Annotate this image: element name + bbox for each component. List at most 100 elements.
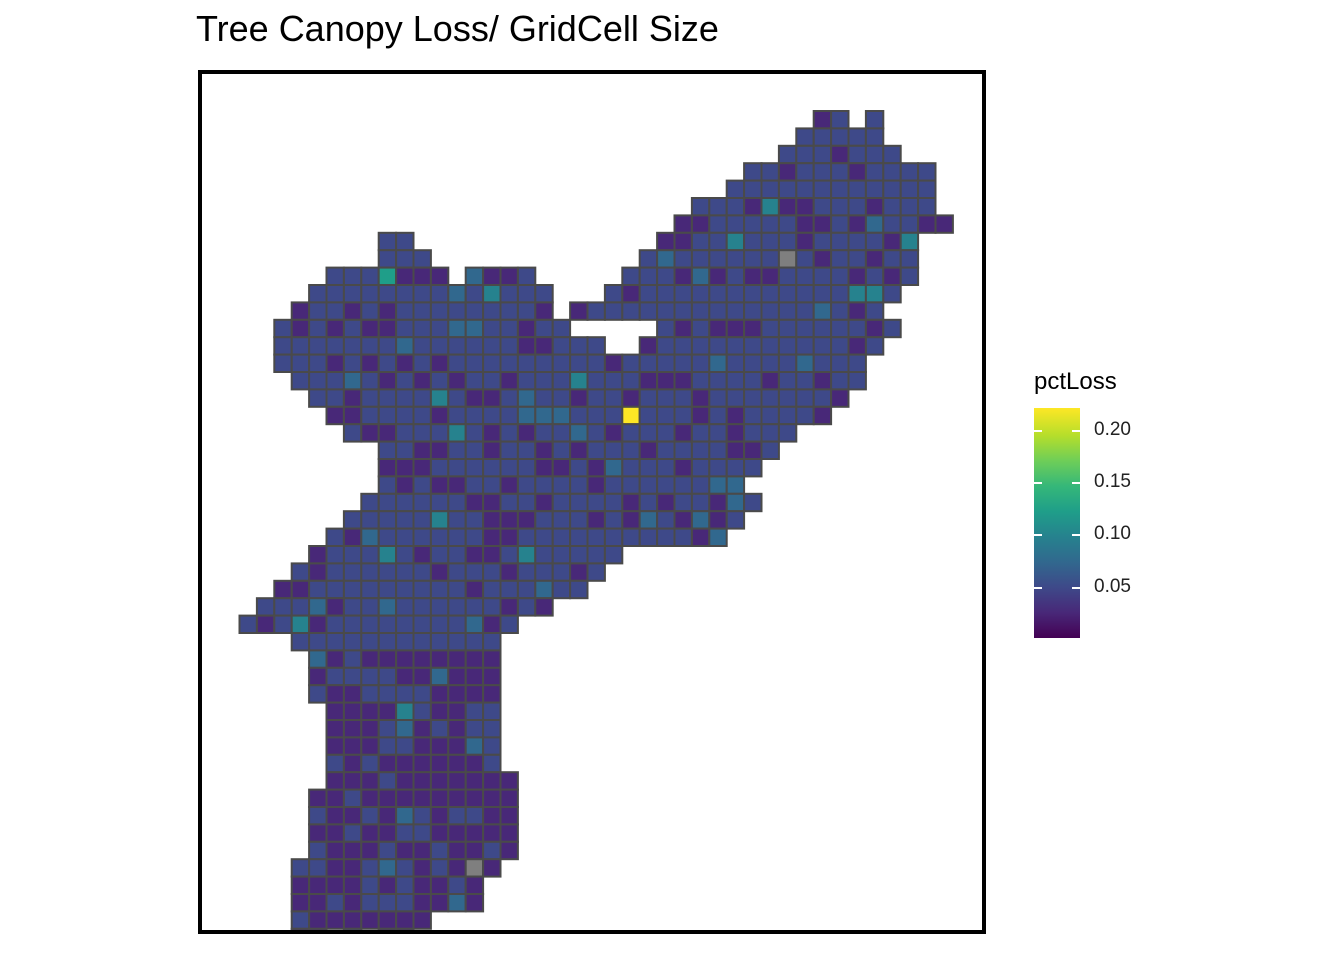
grid-cell xyxy=(325,893,345,913)
grid-cell xyxy=(603,423,624,443)
grid-cell xyxy=(447,527,467,548)
grid-cell xyxy=(673,510,693,530)
grid-cell xyxy=(725,475,746,495)
grid-cell xyxy=(569,492,589,513)
grid-cell xyxy=(760,162,780,182)
grid-cell xyxy=(777,301,798,321)
grid-cell xyxy=(499,440,519,461)
grid-cell xyxy=(395,823,415,843)
grid-cell xyxy=(760,214,780,234)
grid-cell xyxy=(673,249,693,269)
grid-cell xyxy=(656,284,676,304)
grid-cell xyxy=(482,649,502,669)
grid-cell xyxy=(812,162,833,182)
grid-cell xyxy=(482,840,502,861)
grid-cell xyxy=(795,127,815,147)
grid-cell xyxy=(464,632,485,652)
grid-cell xyxy=(777,318,798,339)
grid-cell xyxy=(308,840,328,861)
grid-cell xyxy=(830,371,850,391)
grid-cell xyxy=(464,614,485,634)
grid-cell xyxy=(882,197,902,217)
grid-cell xyxy=(342,632,363,652)
grid-cell xyxy=(499,266,519,287)
grid-cell xyxy=(429,545,450,565)
grid-cell xyxy=(777,214,798,234)
grid-cell xyxy=(864,284,885,304)
grid-cell xyxy=(708,266,728,287)
grid-cell xyxy=(290,632,311,652)
grid-cell xyxy=(864,249,885,269)
grid-cell xyxy=(673,336,693,356)
grid-cell xyxy=(464,840,485,861)
grid-cell xyxy=(621,301,641,321)
grid-cell xyxy=(308,649,328,669)
grid-cell xyxy=(325,806,345,826)
grid-cell xyxy=(360,579,380,600)
grid-cell xyxy=(638,266,659,287)
grid-cell xyxy=(342,649,363,669)
grid-cell xyxy=(917,162,937,182)
grid-cell xyxy=(812,318,833,339)
grid-cell xyxy=(551,562,572,582)
grid-cell xyxy=(743,405,763,426)
grid-cell xyxy=(395,788,415,808)
grid-cell xyxy=(638,371,659,391)
grid-cell xyxy=(395,736,415,756)
grid-cell xyxy=(273,579,293,600)
grid-cell xyxy=(864,179,885,199)
grid-cell xyxy=(725,371,746,391)
grid-cell xyxy=(795,249,815,269)
grid-cell xyxy=(864,318,885,339)
grid-cell xyxy=(395,266,415,287)
grid-cell xyxy=(464,440,485,461)
grid-cell xyxy=(325,371,345,391)
grid-cell xyxy=(308,371,328,391)
grid-cell xyxy=(725,423,746,443)
grid-cell xyxy=(690,249,711,269)
grid-cell xyxy=(569,353,589,374)
grid-cell xyxy=(377,562,398,582)
grid-cell xyxy=(325,666,345,687)
grid-cell xyxy=(516,423,537,443)
grid-cell xyxy=(899,266,920,287)
grid-cell xyxy=(534,318,554,339)
grid-cell xyxy=(534,284,554,304)
grid-cell xyxy=(586,545,606,565)
grid-cell xyxy=(586,405,606,426)
grid-cell xyxy=(412,458,432,478)
grid-cell xyxy=(325,301,345,321)
grid-cell xyxy=(325,875,345,895)
grid-cell xyxy=(777,388,798,408)
grid-cell xyxy=(725,405,746,426)
grid-cell xyxy=(864,197,885,217)
grid-cell xyxy=(464,475,485,495)
grid-cell xyxy=(377,684,398,704)
grid-cell xyxy=(777,423,798,443)
grid-cell xyxy=(882,214,902,234)
grid-cell xyxy=(534,336,554,356)
grid-cell xyxy=(812,179,833,199)
grid-cell xyxy=(429,788,450,808)
grid-cell xyxy=(917,197,937,217)
grid-cell xyxy=(777,197,798,217)
grid-cell xyxy=(360,527,380,548)
grid-cell xyxy=(308,632,328,652)
grid-cell xyxy=(447,562,467,582)
grid-cell xyxy=(429,614,450,634)
grid-cell xyxy=(325,527,345,548)
grid-cell xyxy=(377,423,398,443)
grid-cell xyxy=(325,597,345,617)
grid-cell xyxy=(325,753,345,774)
grid-cell xyxy=(429,719,450,739)
grid-cell xyxy=(569,510,589,530)
map-title: Tree Canopy Loss/ GridCell Size xyxy=(196,8,719,49)
grid-cell xyxy=(743,249,763,269)
grid-cell xyxy=(551,353,572,374)
legend-colorbar xyxy=(1034,408,1080,638)
grid-cell xyxy=(656,405,676,426)
grid-cell xyxy=(499,806,519,826)
grid-cell xyxy=(360,318,380,339)
grid-cell xyxy=(569,371,589,391)
grid-cell xyxy=(586,562,606,582)
